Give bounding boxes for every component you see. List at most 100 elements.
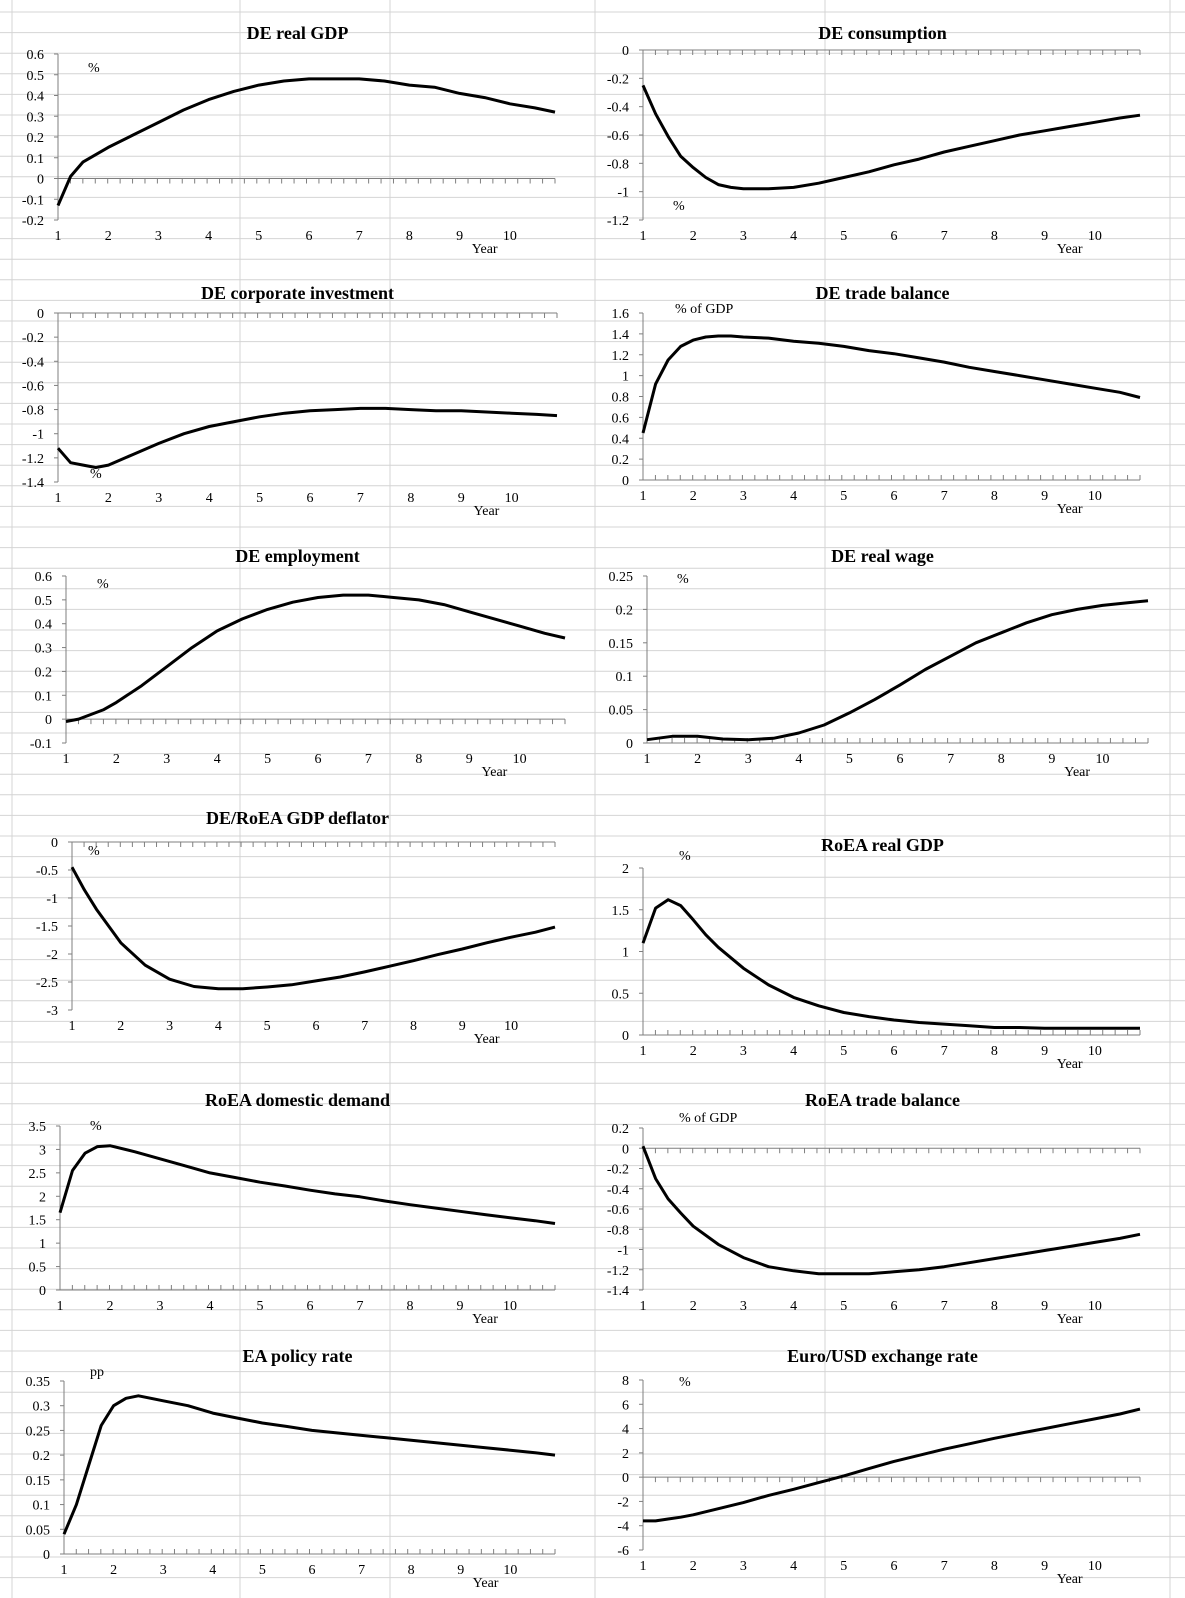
x-tick-label: 4 <box>214 752 221 767</box>
y-tick-label: 2 <box>39 1190 46 1205</box>
x-tick-label: 7 <box>357 491 364 506</box>
x-tick-label: 4 <box>205 229 212 244</box>
y-tick-label: -0.1 <box>30 737 52 752</box>
series-line <box>641 334 1141 434</box>
x-tick-label: 10 <box>503 1563 517 1578</box>
y-tick-label: -0.2 <box>607 1163 629 1178</box>
chart-panel: DE real GDP 0.6 0.5 0.4 0.3 0.2 0.1 0 -0.1 -0.2 1 2… <box>10 20 585 265</box>
x-axis-title: Year <box>474 1032 500 1047</box>
chart-plot: 0.25 0.2 0.15 0.1 0.05 01 2 3 4 5 6 7 8 9 10 Year% <box>609 570 1149 780</box>
chart-panel: RoEA real GDP 2 1.5 1 0.5 0 1 2 3 4 5 6 7 8 9 10 Year% <box>595 808 1170 1072</box>
x-tick-label: 7 <box>356 229 363 244</box>
y-tick-label: -0.4 <box>607 101 629 116</box>
x-tick-label: 10 <box>1088 1559 1102 1574</box>
series-line <box>641 84 1141 191</box>
x-tick-label: 1 <box>55 229 62 244</box>
x-axis-title: Year <box>474 504 500 519</box>
y-tick-label: 0.05 <box>26 1523 51 1538</box>
x-tick-label: 4 <box>790 489 797 504</box>
y-tick-label: 1 <box>39 1237 46 1252</box>
chart-panel: DE consumption 0 -0.2 -0.4 -0.6 -0.8 -1 -1.2 1 2 3… <box>595 20 1170 265</box>
y-tick-label: -0.4 <box>607 1183 629 1198</box>
x-tick-label: 3 <box>155 491 162 506</box>
x-tick-label: 9 <box>1041 229 1048 244</box>
x-tick-label: 5 <box>840 1044 847 1059</box>
x-tick-label: 8 <box>408 1563 415 1578</box>
chart-title: DE real GDP <box>246 23 349 43</box>
x-tick-label: 3 <box>740 229 747 244</box>
x-tick-label: 1 <box>640 229 647 244</box>
x-tick-label: 2 <box>690 489 697 504</box>
x-tick-label: 10 <box>1088 1299 1102 1314</box>
x-tick-label: 2 <box>105 491 112 506</box>
x-tick-label: 5 <box>840 1559 847 1574</box>
series-line <box>646 599 1149 742</box>
x-axis-title: Year <box>473 1576 499 1591</box>
x-tick-label: 9 <box>1041 489 1048 504</box>
x-tick-label: 7 <box>365 752 372 767</box>
y-tick-label: -2 <box>46 948 58 963</box>
x-tick-label: 2 <box>113 752 120 767</box>
x-tick-label: 7 <box>941 1299 948 1314</box>
x-tick-label: 1 <box>63 752 70 767</box>
chart-plot: 0.6 0.5 0.4 0.3 0.2 0.1 0 -0.1 1 2 3 4 5 6 7 8 9 10 Year% <box>30 570 566 780</box>
series-line <box>641 1145 1141 1276</box>
y-tick-label: 6 <box>622 1398 629 1413</box>
x-axis-title: Year <box>472 1312 498 1327</box>
x-tick-label: 8 <box>991 1044 998 1059</box>
x-tick-label: 1 <box>640 1559 647 1574</box>
y-tick-label: -1 <box>32 428 44 443</box>
x-tick-label: 1 <box>644 752 651 767</box>
y-tick-label: -6 <box>617 1544 629 1559</box>
x-tick-label: 5 <box>256 491 263 506</box>
series-line <box>56 77 556 207</box>
x-tick-label: 9 <box>1041 1559 1048 1574</box>
y-tick-label: -2.5 <box>36 976 58 991</box>
y-tick-label: 0.15 <box>609 637 634 652</box>
x-tick-label: 9 <box>459 1019 466 1034</box>
y-tick-label: 0 <box>43 1548 50 1563</box>
y-tick-label: 3 <box>39 1143 46 1158</box>
x-tick-label: 9 <box>456 229 463 244</box>
x-tick-label: 5 <box>264 1019 271 1034</box>
y-tick-label: 1.2 <box>612 349 630 364</box>
x-tick-label: 6 <box>306 229 313 244</box>
x-tick-label: 7 <box>357 1299 364 1314</box>
x-tick-label: 6 <box>891 1559 898 1574</box>
y-tick-label: -4 <box>617 1520 629 1535</box>
y-tick-label: 0.25 <box>26 1424 51 1439</box>
x-tick-label: 8 <box>991 489 998 504</box>
x-tick-label: 2 <box>690 229 697 244</box>
x-tick-label: 7 <box>941 229 948 244</box>
x-axis-title: Year <box>1057 1572 1083 1587</box>
x-tick-label: 10 <box>503 1299 517 1314</box>
x-tick-label: 3 <box>166 1019 173 1034</box>
x-axis-title: Year <box>1057 1312 1083 1327</box>
y-tick-label: -1 <box>617 186 629 201</box>
chart-panel: DE real wage 0.25 0.2 0.15 0.1 0.05 0 1 2 3 4 5 6 7 8 9… <box>595 546 1170 786</box>
x-tick-label: 9 <box>458 491 465 506</box>
y-tick-label: 0.5 <box>35 594 53 609</box>
series-line <box>65 593 566 723</box>
x-tick-label: 10 <box>505 491 519 506</box>
chart-title: DE/RoEA GDP deflator <box>206 808 389 828</box>
y-tick-label: 0.2 <box>33 1449 51 1464</box>
y-tick-label: 4 <box>622 1423 629 1438</box>
y-tick-label: 0.15 <box>26 1474 51 1489</box>
x-tick-label: 5 <box>840 229 847 244</box>
x-tick-label: 7 <box>361 1019 368 1034</box>
y-tick-label: -0.8 <box>607 1223 629 1238</box>
chart-panel: DE/RoEA GDP deflator 0 -0.5 -1 -1.5 -2 -2.5 -3 1… <box>10 808 585 1058</box>
series-line <box>641 898 1140 1030</box>
x-tick-label: 2 <box>105 229 112 244</box>
series-line <box>70 866 556 991</box>
x-tick-label: 7 <box>941 489 948 504</box>
x-axis-title: Year <box>1057 1057 1083 1072</box>
chart-title: DE trade balance <box>815 283 950 303</box>
x-tick-label: 9 <box>1041 1299 1048 1314</box>
chart-plot: 0.6 0.5 0.4 0.3 0.2 0.1 0 -0.1 -0.2 1 2 3 4 5 6 7 8 9 10 Ye… <box>22 48 556 257</box>
unit-label: % <box>679 849 691 864</box>
x-tick-label: 8 <box>410 1019 417 1034</box>
y-tick-label: 0 <box>626 737 633 752</box>
